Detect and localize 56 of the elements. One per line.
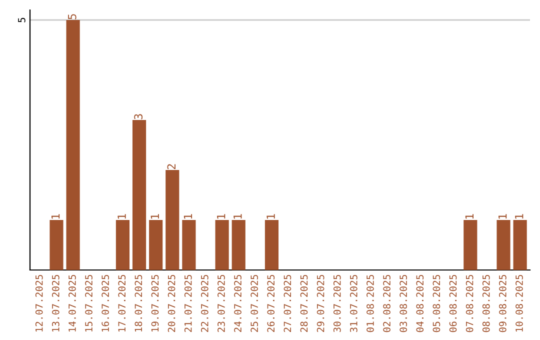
x-tick-label: 07.08.2025	[466, 274, 474, 332]
data-label: 2	[167, 164, 176, 170]
data-label: 5	[68, 14, 76, 20]
x-tick-label: 29.07.2025	[316, 274, 324, 332]
data-label: 1	[498, 214, 507, 219]
x-tick-label: 04.08.2025	[416, 274, 424, 332]
data-label: 1	[465, 214, 474, 219]
x-tick-label: 10.08.2025	[516, 274, 523, 332]
bar	[166, 170, 180, 270]
bar	[149, 220, 163, 270]
x-tick-label: 28.07.2025	[300, 274, 308, 332]
bar	[116, 220, 130, 270]
x-tick-label: 02.08.2025	[383, 274, 390, 332]
x-tick-label: 19.07.2025	[151, 274, 159, 332]
x-tick-label: 22.07.2025	[200, 274, 208, 332]
x-tick-label: 15.07.2025	[85, 274, 92, 332]
data-label: 1	[234, 214, 242, 219]
bar	[66, 20, 80, 270]
x-tick-label: 13.07.2025	[52, 274, 60, 332]
x-tick-label: 16.07.2025	[102, 274, 110, 332]
x-tick-label: 31.07.2025	[350, 274, 358, 332]
x-tick-label: 01.08.2025	[366, 274, 374, 332]
x-tick-label: 14.07.2025	[68, 274, 76, 332]
data-label: 3	[134, 114, 143, 120]
bar	[50, 220, 64, 270]
bar	[182, 220, 196, 270]
x-tick-label: 25.07.2025	[250, 274, 258, 332]
data-label: 1	[184, 214, 192, 219]
bar	[232, 220, 246, 270]
data-label: 1	[515, 214, 524, 219]
x-tick-label: 30.07.2025	[333, 274, 341, 332]
x-tick-label: 08.08.2025	[482, 274, 490, 332]
bar	[132, 120, 146, 270]
data-label: 1	[51, 214, 60, 219]
x-tick-label: 06.08.2025	[449, 274, 457, 332]
data-label: 1	[217, 214, 226, 219]
x-tick-label: 23.07.2025	[218, 274, 225, 332]
x-tick-label: 27.07.2025	[284, 274, 292, 332]
bar	[264, 220, 279, 270]
data-label: 1	[118, 214, 126, 219]
x-tick-label: 03.08.2025	[400, 274, 408, 332]
x-tick-label: 24.07.2025	[234, 274, 242, 332]
bar	[513, 220, 527, 270]
bar	[464, 220, 478, 270]
x-tick-label: 26.07.2025	[267, 274, 275, 332]
x-tick-label: 17.07.2025	[118, 274, 126, 332]
x-tick-label: 21.07.2025	[184, 274, 192, 332]
x-tick-label: 09.08.2025	[499, 274, 506, 332]
bar	[496, 220, 510, 270]
x-tick-label: 18.07.2025	[134, 274, 142, 332]
x-tick-label: 12.07.2025	[35, 274, 43, 332]
bar	[215, 220, 229, 270]
x-tick-label: 05.08.2025	[432, 274, 440, 332]
x-tick-label: 20.07.2025	[168, 274, 176, 332]
data-label: 1	[150, 214, 159, 219]
data-label: 1	[266, 214, 275, 219]
